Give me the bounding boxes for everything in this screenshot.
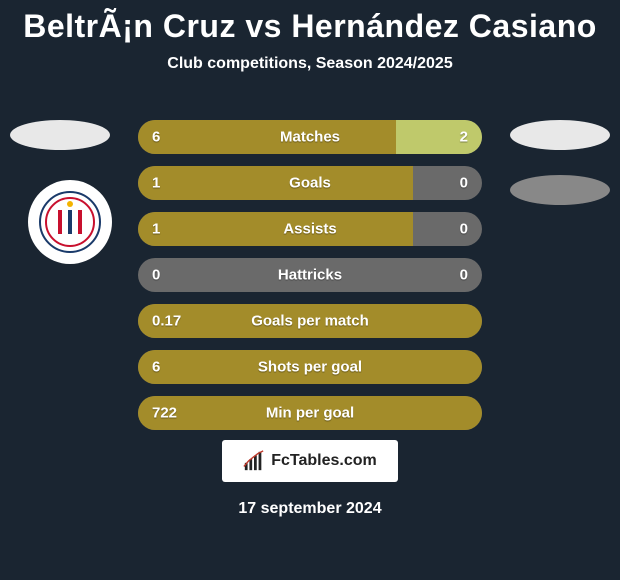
stat-bar: 10Goals <box>138 166 482 200</box>
stat-bar: 62Matches <box>138 120 482 154</box>
stat-label: Goals <box>138 175 482 192</box>
stat-bar: 6Shots per goal <box>138 350 482 384</box>
stat-bar: 0.17Goals per match <box>138 304 482 338</box>
page-title: BeltrÃ¡n Cruz vs Hernández Casiano <box>0 0 620 45</box>
chivas-badge-icon <box>38 190 102 254</box>
stat-bar: 10Assists <box>138 212 482 246</box>
chart-icon <box>243 450 265 472</box>
footer-brand-text: FcTables.com <box>271 452 377 470</box>
player-right-placeholder-icon <box>510 120 610 150</box>
footer-brand-box: FcTables.com <box>222 440 398 482</box>
footer-date: 17 september 2024 <box>0 500 620 518</box>
stat-label: Assists <box>138 221 482 238</box>
stat-bar: 00Hattricks <box>138 258 482 292</box>
stat-label: Matches <box>138 129 482 146</box>
player-right-club-placeholder-icon <box>510 175 610 205</box>
club-badge-icon <box>28 180 112 264</box>
stat-label: Shots per goal <box>138 359 482 376</box>
player-left-placeholder-icon <box>10 120 110 150</box>
page-subtitle: Club competitions, Season 2024/2025 <box>0 55 620 73</box>
stat-label: Hattricks <box>138 267 482 284</box>
stat-label: Goals per match <box>138 313 482 330</box>
stat-label: Min per goal <box>138 405 482 422</box>
comparison-bars: 62Matches 10Goals 10Assists 00Hattricks 0.17… <box>138 120 482 442</box>
stat-bar: 722Min per goal <box>138 396 482 430</box>
